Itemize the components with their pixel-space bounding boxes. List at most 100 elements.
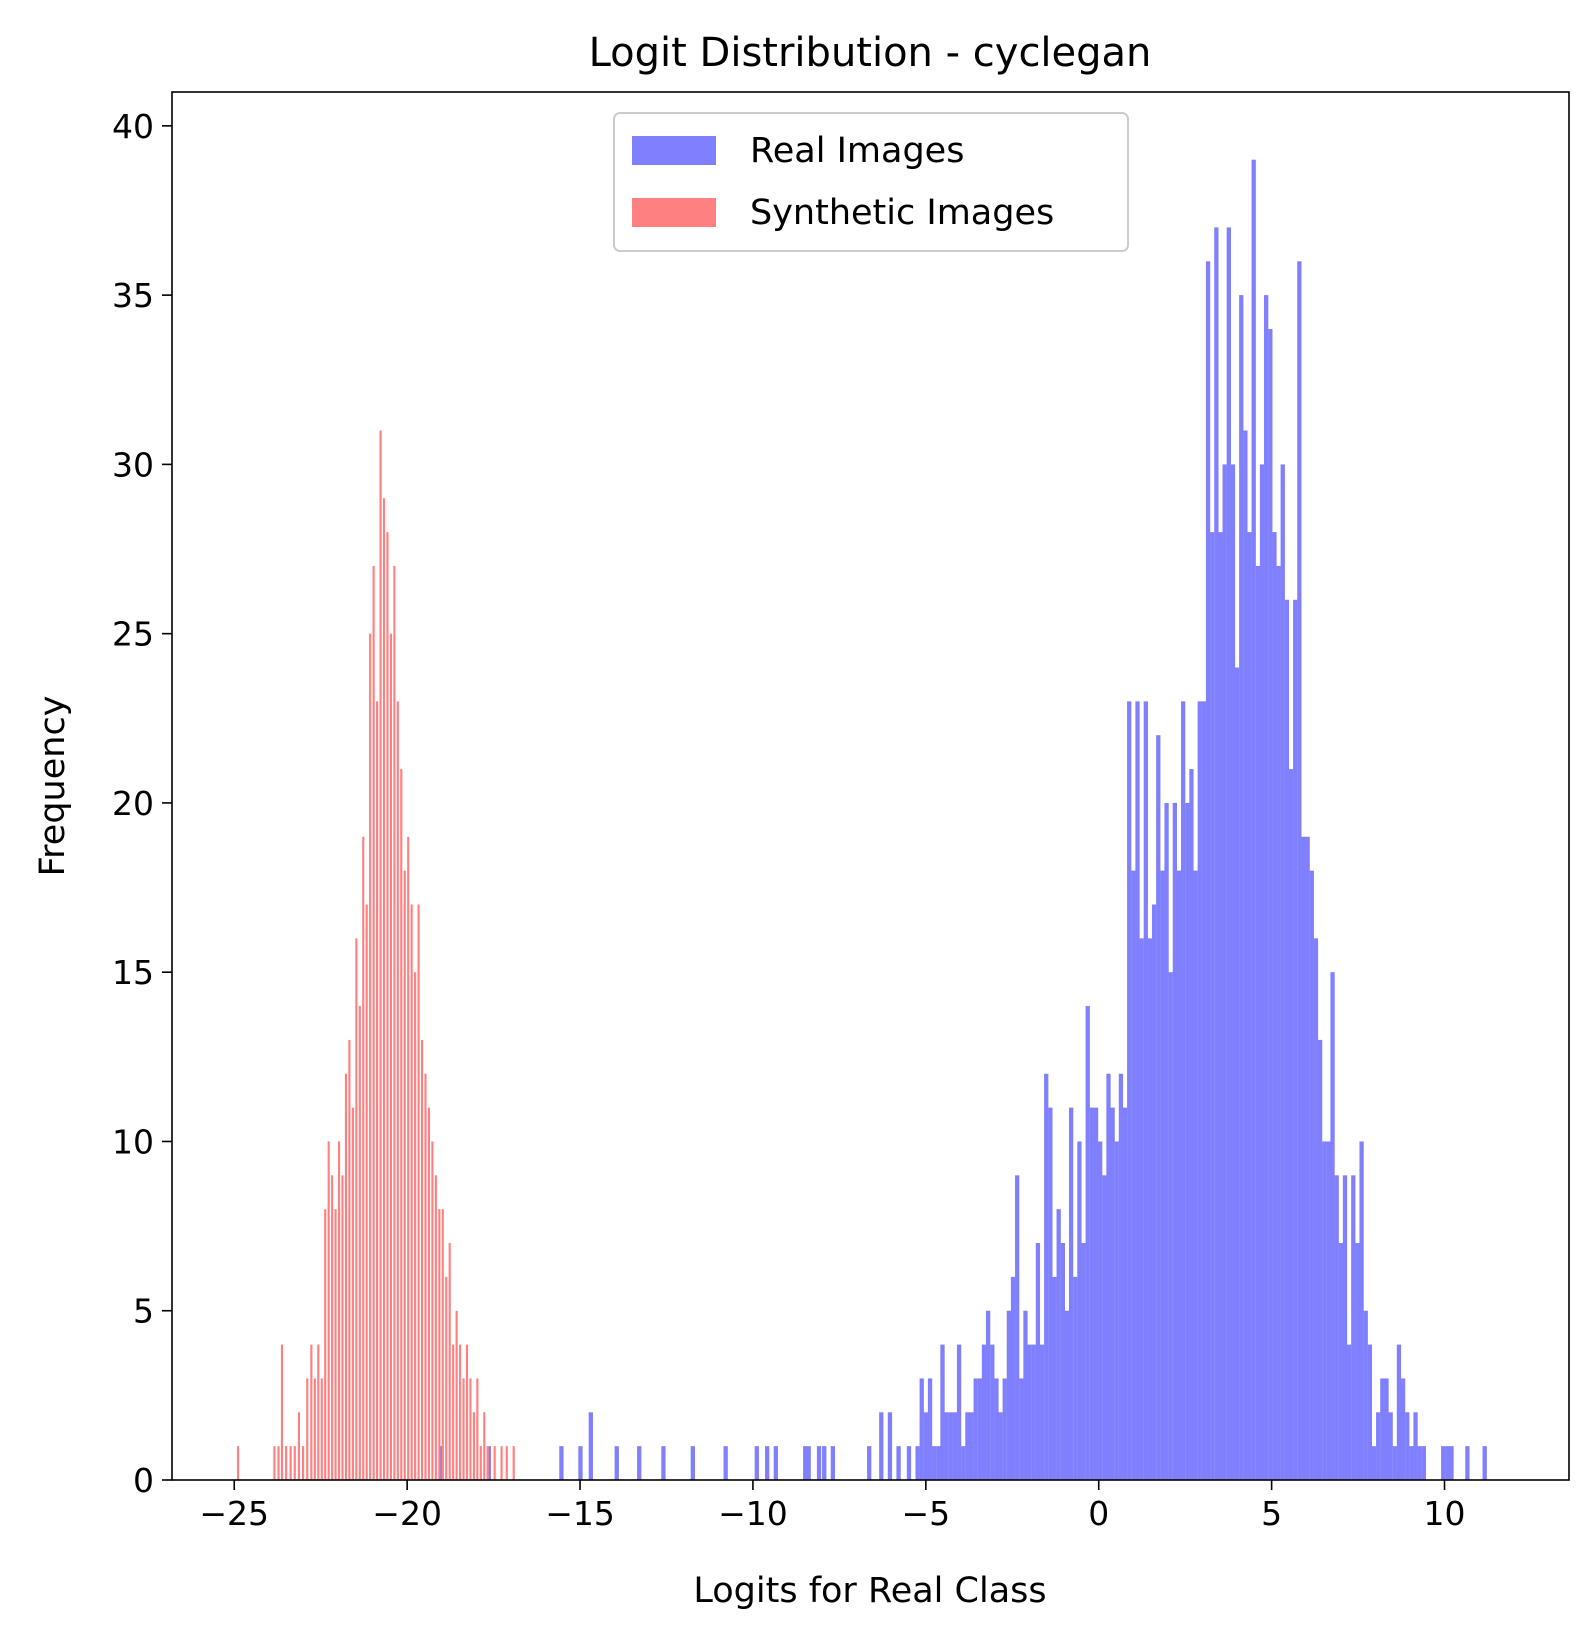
histogram-bar (578, 1446, 583, 1480)
x-tick-label: 0 (1088, 1494, 1109, 1533)
histogram-bar (1164, 802, 1169, 1480)
histogram-bar (896, 1446, 901, 1480)
histogram-bar (273, 1446, 276, 1480)
y-tick-label: 0 (133, 1461, 154, 1500)
histogram-bar (637, 1446, 642, 1480)
histogram-bar (1421, 1446, 1426, 1480)
x-axis: −25 −20 −15 −10 −5 0 5 10 (199, 1480, 1466, 1533)
histogram-bar (965, 1412, 970, 1480)
histogram-bar (1284, 599, 1290, 1480)
histogram-bar (973, 1378, 978, 1480)
histogram-bar (1405, 1412, 1410, 1480)
x-tick-label: −10 (718, 1494, 788, 1533)
histogram-bar (386, 532, 389, 1480)
histogram-bar (317, 1344, 320, 1480)
histogram-bar (1301, 836, 1306, 1480)
y-tick-label: 35 (112, 276, 154, 315)
histogram-bar (1160, 870, 1165, 1480)
histogram-bar (1482, 1446, 1487, 1480)
histogram-bar (1234, 667, 1240, 1480)
histogram-bar (376, 701, 379, 1480)
histogram-bar (1002, 1378, 1007, 1480)
histogram-bar (297, 1412, 301, 1480)
histogram-bar (1064, 1310, 1070, 1480)
histogram-bar (956, 1344, 962, 1480)
histogram-bar (1060, 1243, 1065, 1480)
histogram-bar (1010, 1276, 1016, 1480)
histogram-bar (493, 1446, 496, 1480)
legend-label-real: Real Images (750, 131, 964, 171)
histogram-bar (302, 1446, 305, 1480)
histogram-bar (1247, 532, 1252, 1480)
histogram-bar (1347, 1344, 1352, 1480)
histogram-bar (919, 1378, 924, 1480)
histogram-bar (1118, 1073, 1124, 1480)
histogram-bar (1338, 1243, 1343, 1480)
histogram-bar (806, 1446, 811, 1480)
histogram-bar (417, 904, 420, 1480)
histogram-bar (1239, 295, 1244, 1480)
histogram-bar (1035, 1243, 1041, 1480)
histogram-bar (237, 1446, 240, 1480)
series-0-bars (439, 159, 1487, 1481)
histogram-bar (324, 1209, 327, 1480)
y-tick-label: 25 (112, 615, 154, 654)
histogram-bar (1272, 532, 1277, 1480)
histogram-bar (952, 1412, 958, 1480)
legend-label-synthetic: Synthetic Images (750, 193, 1054, 233)
histogram-bar (445, 1276, 448, 1480)
histogram-bar (512, 1446, 515, 1480)
histogram-bar (961, 1446, 966, 1480)
histogram-bar (403, 870, 406, 1480)
histogram-bar (1222, 464, 1227, 1480)
histogram-bar (1085, 1006, 1090, 1480)
x-tick-label: −15 (545, 1494, 615, 1533)
y-tick-label: 30 (112, 445, 154, 484)
histogram-bar (455, 1310, 458, 1480)
histogram-bar (500, 1446, 503, 1480)
histogram-bar (1039, 1344, 1045, 1480)
y-axis: 0 5 10 15 20 25 30 35 40 (112, 107, 172, 1500)
histogram-bar (459, 1344, 462, 1480)
histogram-bar (932, 1446, 937, 1480)
histogram-bar (1243, 430, 1248, 1480)
histogram-bar (327, 1141, 330, 1480)
y-tick-label: 40 (112, 107, 154, 146)
histogram-bar (1044, 1073, 1049, 1480)
histogram-bar (1143, 701, 1148, 1480)
legend-box (613, 112, 1129, 252)
histogram-bar (344, 1073, 348, 1480)
histogram-bar (936, 1446, 941, 1480)
histogram-bar (1098, 1141, 1103, 1480)
histogram-bar (1413, 1412, 1418, 1480)
histogram-bar (830, 1446, 836, 1480)
histogram-bar (1205, 261, 1211, 1480)
histogram-bar (341, 1175, 344, 1480)
histogram-bar (424, 1073, 427, 1480)
histogram-bar (906, 1446, 912, 1480)
histogram-bar (1147, 938, 1153, 1480)
histogram-bar (1449, 1446, 1454, 1480)
histogram-bar (1176, 870, 1182, 1480)
histogram-bar (1106, 1073, 1111, 1480)
histogram-bar (1380, 1378, 1385, 1480)
histogram-bar (1392, 1446, 1397, 1480)
histogram-bar (1251, 159, 1256, 1481)
histogram-bar (981, 1344, 987, 1480)
histogram-bar (969, 1412, 974, 1480)
histogram-bar (1019, 1378, 1024, 1480)
histogram-bar (1334, 1175, 1339, 1480)
histogram-bar (1210, 532, 1215, 1480)
histogram-bar (1023, 1310, 1028, 1480)
histogram-bar (1396, 1344, 1402, 1480)
histogram-bar (1322, 1141, 1327, 1480)
histogram-bar (661, 1446, 666, 1480)
histogram-bar (1056, 1209, 1061, 1480)
histogram-bar (1131, 870, 1136, 1480)
histogram-bar (1441, 1446, 1446, 1480)
histogram-bar (483, 1412, 486, 1480)
chart-title: Logit Distribution - cyclegan (589, 30, 1152, 76)
histogram-bar (990, 1344, 995, 1480)
histogram-bar (410, 904, 413, 1480)
histogram-bar (985, 1310, 991, 1480)
